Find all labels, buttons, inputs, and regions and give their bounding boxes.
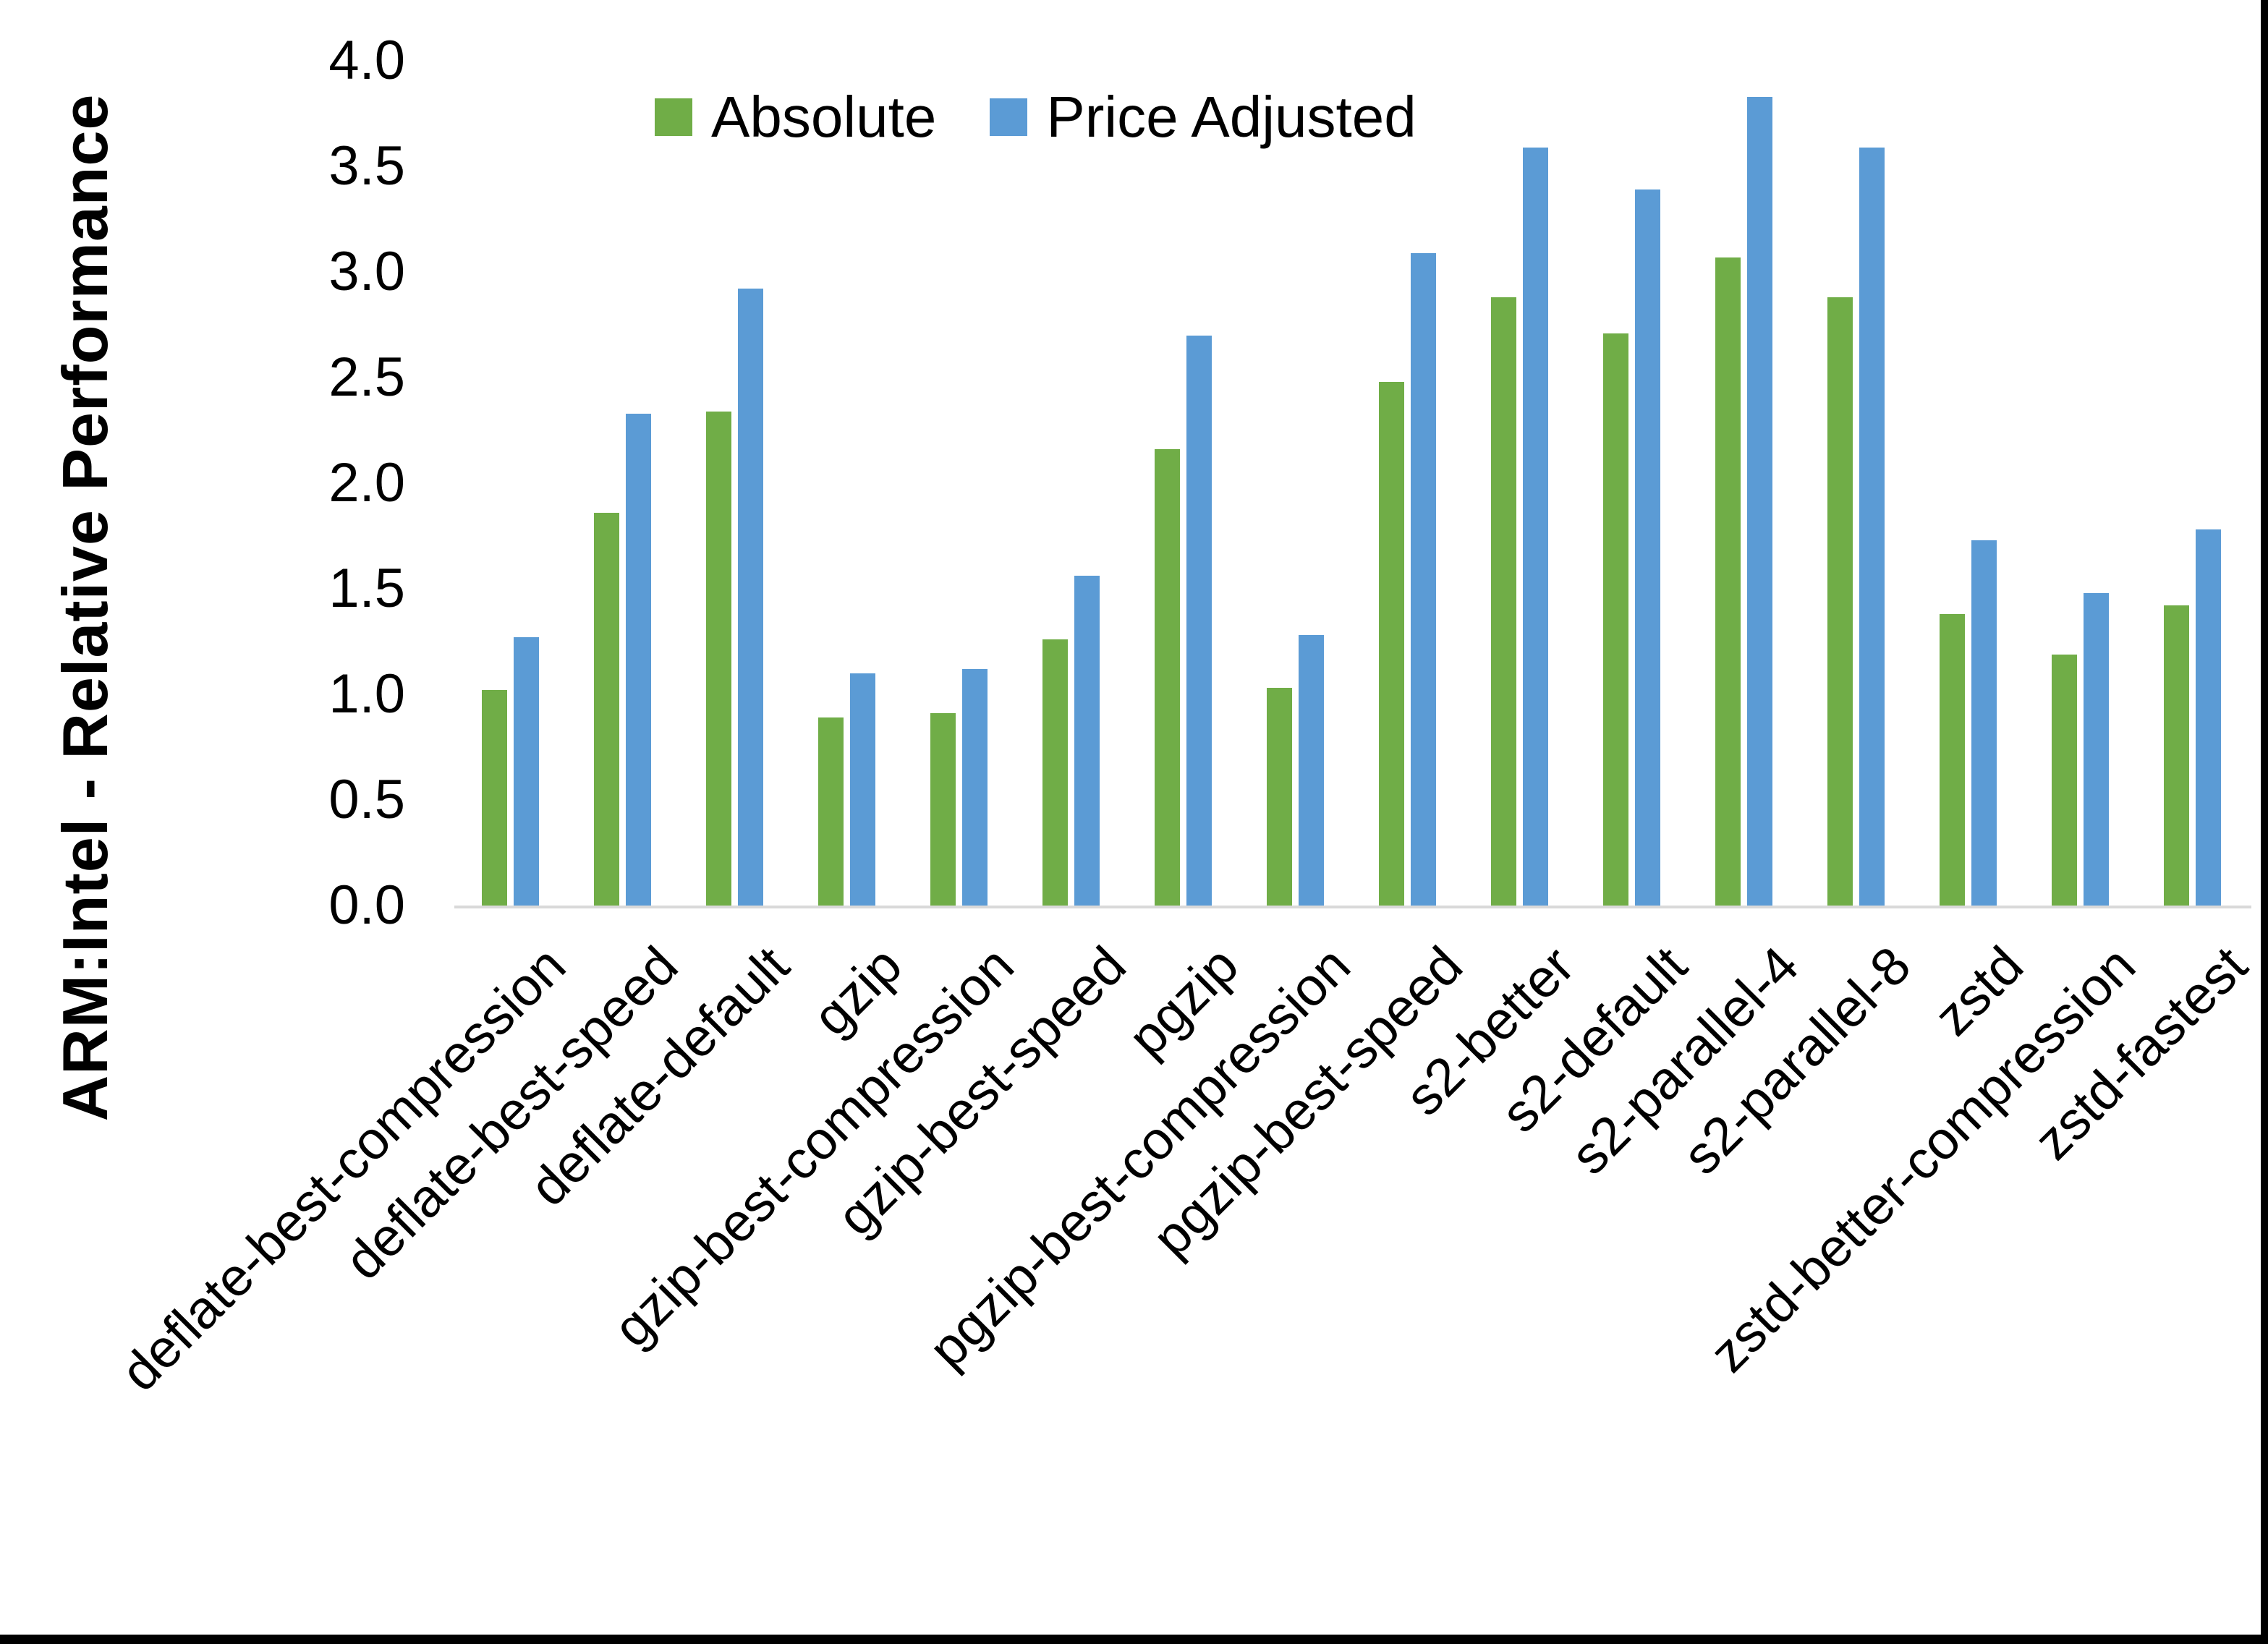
frame-border-right (2261, 0, 2268, 1644)
bar-absolute-gzip (818, 717, 844, 906)
bar-absolute-pgzip-best-compression (1267, 688, 1292, 906)
bar-absolute-s2-default (1603, 333, 1628, 906)
y-tick-label-1.0: 1.0 (328, 663, 405, 725)
legend-item-price-adjusted: Price Adjusted (990, 84, 1417, 150)
bar-price-adjusted-pgzip-best-speed (1411, 252, 1436, 906)
legend-swatch-absolute-icon (655, 98, 692, 136)
bar-absolute-gzip-best-compression (930, 713, 956, 906)
bar-price-adjusted-deflate-best-compression (514, 637, 539, 906)
bar-absolute-deflate-best-compression (482, 690, 507, 906)
bar-price-adjusted-s2-parallel-8 (1859, 147, 1885, 906)
bar-price-adjusted-gzip (850, 673, 875, 906)
bar-price-adjusted-deflate-default (738, 289, 763, 906)
bar-price-adjusted-gzip-best-compression (962, 668, 988, 906)
bar-absolute-pgzip (1155, 449, 1180, 906)
bar-price-adjusted-zstd (1971, 540, 1997, 906)
bar-absolute-s2-parallel-8 (1827, 297, 1853, 906)
bar-price-adjusted-pgzip-best-compression (1299, 635, 1324, 906)
bar-price-adjusted-gzip-best-speed (1074, 576, 1100, 906)
y-tick-label-0.5: 0.5 (328, 769, 405, 830)
bar-price-adjusted-zstd-fastest (2196, 529, 2221, 906)
legend-item-absolute: Absolute (655, 84, 936, 150)
bar-price-adjusted-pgzip (1186, 335, 1212, 906)
bar-price-adjusted-zstd-better-compression (2084, 592, 2109, 906)
legend-label-absolute: Absolute (711, 85, 937, 149)
bar-price-adjusted-deflate-best-speed (626, 413, 651, 906)
legend: Absolute Price Adjusted (655, 84, 1417, 150)
bar-absolute-s2-parallel-4 (1715, 257, 1741, 906)
bar-absolute-zstd-fastest (2164, 605, 2189, 906)
bar-absolute-deflate-best-speed (594, 512, 619, 906)
legend-label-price-adjusted: Price Adjusted (1046, 85, 1417, 149)
bar-price-adjusted-s2-parallel-4 (1747, 96, 1772, 906)
bar-absolute-gzip-best-speed (1042, 639, 1068, 906)
legend-swatch-price-adjusted-icon (990, 98, 1028, 136)
x-axis-line (454, 906, 2251, 908)
y-tick-label-0.0: 0.0 (328, 874, 405, 936)
y-tick-label-4.0: 4.0 (328, 30, 405, 91)
bar-absolute-s2-better (1491, 297, 1516, 906)
y-tick-label-3.0: 3.0 (328, 241, 405, 302)
y-tick-label-2.5: 2.5 (328, 346, 405, 408)
x-tick-label-deflate-best-compression: deflate-best-compression (109, 934, 577, 1402)
bar-price-adjusted-s2-better (1523, 147, 1548, 906)
bar-absolute-pgzip-best-speed (1379, 381, 1404, 906)
y-tick-label-3.5: 3.5 (328, 135, 405, 197)
bar-absolute-zstd-better-compression (2052, 654, 2077, 906)
bar-price-adjusted-s2-default (1635, 189, 1660, 906)
frame-border-bottom (0, 1635, 2268, 1644)
bar-absolute-zstd (1940, 614, 1965, 906)
y-tick-label-2.0: 2.0 (328, 452, 405, 514)
y-tick-label-1.5: 1.5 (328, 558, 405, 619)
bar-absolute-deflate-default (706, 411, 731, 906)
